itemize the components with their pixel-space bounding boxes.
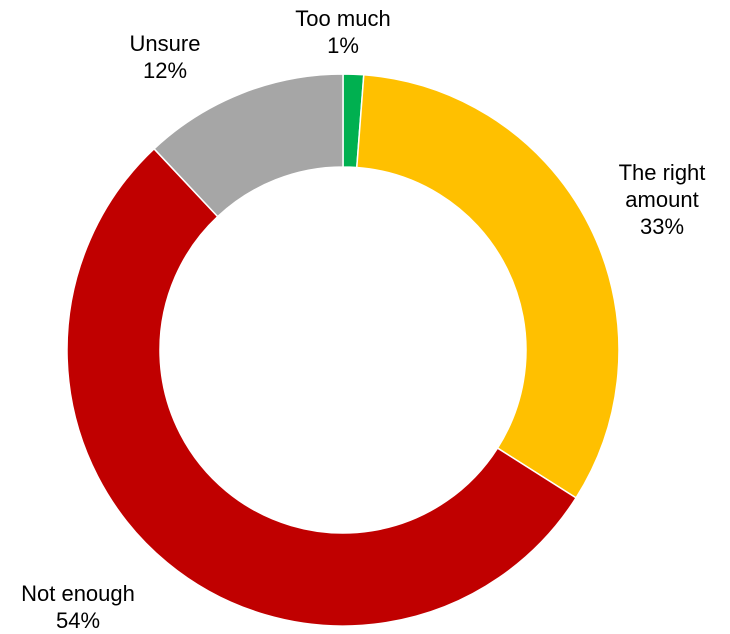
label-too-much-percent: 1% <box>327 33 359 58</box>
slice-unsure <box>153 73 344 218</box>
label-the-right-amount-name-line1: The right <box>618 160 706 185</box>
label-unsure-percent: 12% <box>142 58 188 83</box>
label-not-enough-percent: 54% <box>55 608 101 633</box>
label-the-right-amount-percent: 33% <box>639 214 685 239</box>
label-too-much: Too much 1% <box>295 5 390 59</box>
label-too-much-name: Too much <box>295 6 391 31</box>
label-the-right-amount-name-line2: amount <box>625 187 699 212</box>
slice-the-right-amount <box>355 73 620 499</box>
label-unsure: Unsure 12% <box>130 30 201 84</box>
label-not-enough: Not enough 54% <box>21 580 135 634</box>
label-the-right-amount: The right amount 33% <box>619 159 706 240</box>
label-unsure-name: Unsure <box>129 31 201 56</box>
label-not-enough-name: Not enough <box>21 581 135 606</box>
slice-not-enough <box>66 147 578 627</box>
